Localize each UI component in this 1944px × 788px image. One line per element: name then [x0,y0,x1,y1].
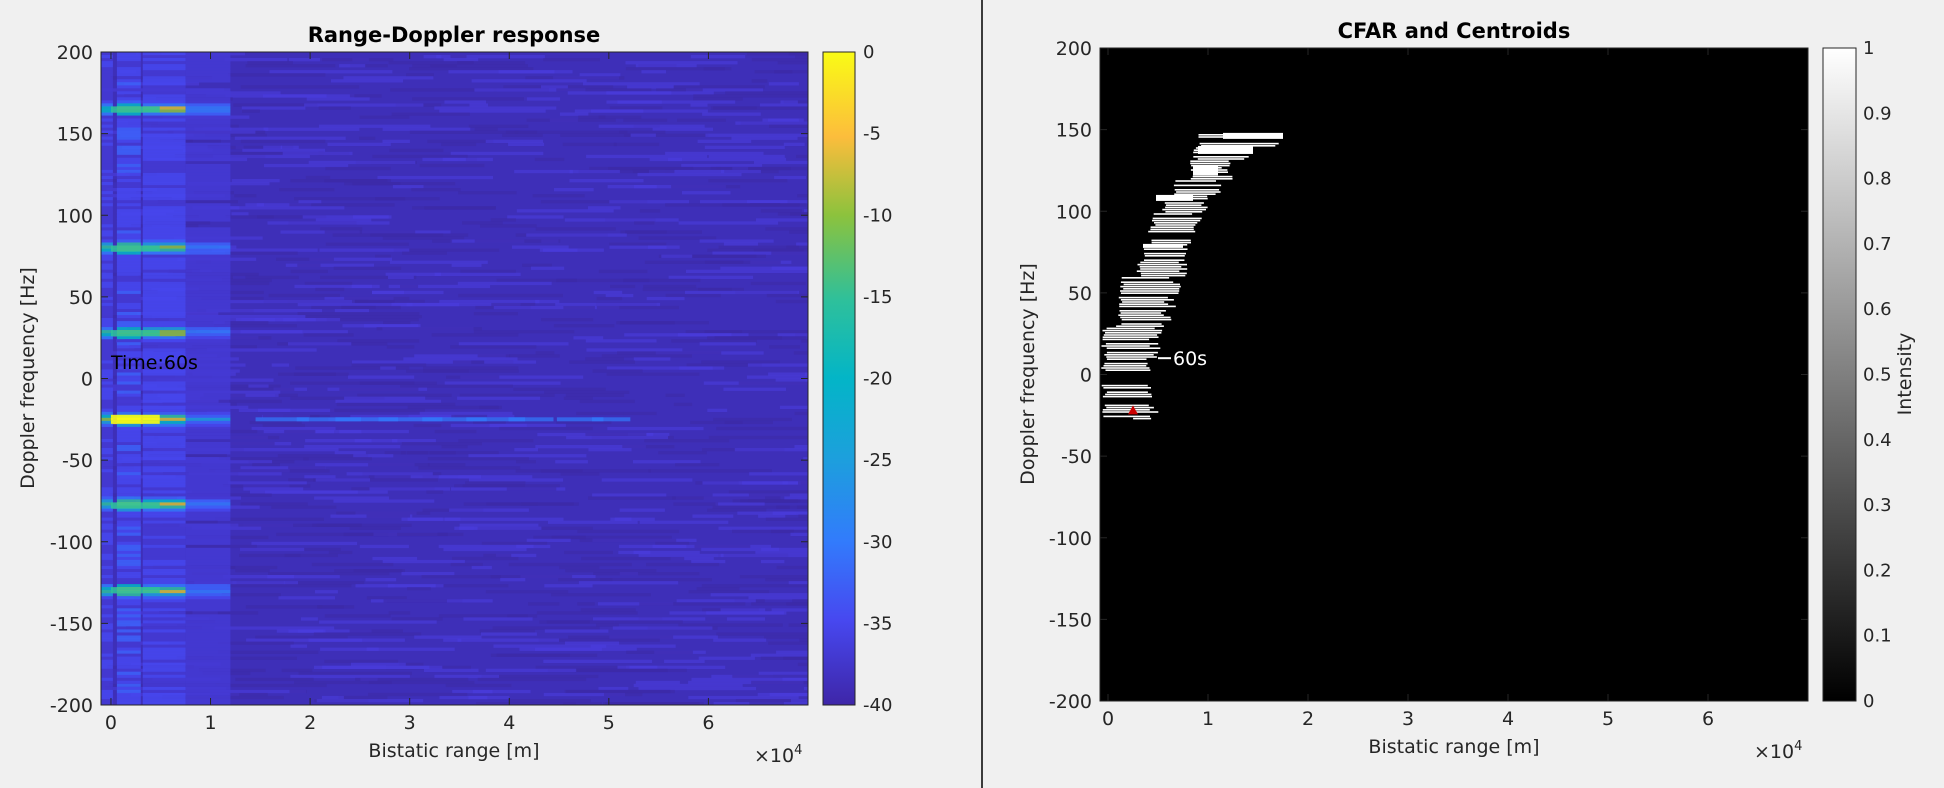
cfar-centroid-marker [1128,405,1138,415]
range-doppler-x-tick-label: 1 [204,712,216,734]
range-doppler-y-label: Doppler frequency [Hz] [17,267,39,489]
range-doppler-x-tick-label: 2 [304,712,316,734]
cfar-title: CFAR and Centroids [1338,19,1571,43]
figure-divider[interactable] [981,0,983,788]
cfar-x-tick-label: 5 [1602,708,1614,730]
cfar-colorbar-tick-label: 1 [1863,38,1874,59]
cfar-y-tick-label: -150 [1049,609,1092,631]
range-doppler-time-annotation: Time:60s [110,352,198,374]
cfar-y-tick-label: 100 [1056,201,1092,223]
cfar-y-tick-label: 200 [1056,38,1092,60]
range-doppler-colorbar-tick-label: 0 [863,42,874,63]
range-doppler-colorbar-tick-label: -30 [863,532,892,553]
range-doppler-colorbar-tick-label: -40 [863,695,892,716]
range-doppler-image [101,52,808,706]
range-doppler-colorbar-tick-label: -15 [863,287,892,308]
cfar-colorbar-tick-label: 0.2 [1863,560,1892,581]
cfar-colorbar-tick-label: 0.9 [1863,103,1892,124]
cfar-y-tick-label: -50 [1061,446,1092,468]
cfar-colorbar-tick-label: 0.4 [1863,430,1892,451]
cfar-colorbar-tick-label: 0.8 [1863,169,1892,190]
cfar-chart: 0 1 2 3 4 5 6 -200 -150 -100 -50 0 50 100 150 200 CFAR… [1017,19,1916,763]
cfar-y-tick-label: -100 [1049,528,1092,550]
cfar-colorbar-tick-label: 0.5 [1863,365,1892,386]
cfar-x-tick-label: 0 [1102,708,1114,730]
range-doppler-y-tick-label: -150 [50,613,93,635]
cfar-x-tick-label: 3 [1402,708,1414,730]
range-doppler-y-tick-label: -50 [62,450,93,472]
range-doppler-colorbar-tick-label: -35 [863,613,892,634]
range-doppler-y-tick-label: 200 [57,42,93,64]
cfar-colorbar-tick-label: 0 [1863,691,1874,712]
range-doppler-x-tick-label: 4 [503,712,515,734]
range-doppler-y-tick-label: -200 [50,695,93,717]
range-doppler-colorbar-tick-label: -25 [863,450,892,471]
cfar-detections [1101,132,1283,420]
range-doppler-y-tick-label: 150 [57,124,93,146]
range-doppler-y-tick-label: 50 [69,287,93,309]
range-doppler-x-tick-label: 0 [105,712,117,734]
cfar-x-label: Bistatic range [m] [1368,736,1539,758]
range-doppler-y-tick-label: 0 [81,369,93,391]
cfar-y-tick-label: 0 [1080,365,1092,387]
cfar-colorbar-tick-label: 0.6 [1863,299,1892,320]
cfar-y-label: Doppler frequency [Hz] [1017,263,1039,485]
cfar-colorbar-tick-label: 0.7 [1863,234,1892,255]
range-doppler-y-tick-label: -100 [50,532,93,554]
range-doppler-x-tick-label: 5 [603,712,615,734]
range-doppler-colorbar [822,51,856,706]
range-doppler-colorbar-tick-label: -20 [863,369,892,390]
cfar-x-tick-label: 2 [1302,708,1314,730]
cfar-y-tick-label: -200 [1049,691,1092,713]
cfar-y-tick-label: 50 [1068,283,1092,305]
range-doppler-x-tick-label: 3 [404,712,416,734]
cfar-y-tick-label: 150 [1056,120,1092,142]
range-doppler-x-exponent: ×104 [754,743,802,767]
range-doppler-x-tick-label: 6 [702,712,714,734]
cfar-x-tick-label: 4 [1502,708,1514,730]
cfar-colorbar [1822,47,1857,702]
cfar-colorbar-tick-label: 0.3 [1863,495,1892,516]
cfar-x-tick-label: 1 [1202,708,1214,730]
range-doppler-title: Range-Doppler response [308,23,601,47]
cfar-colorbar-label: Intensity [1894,333,1916,416]
cfar-colorbar-tick-label: 0.1 [1863,626,1892,647]
range-doppler-x-label: Bistatic range [m] [368,740,539,762]
cfar-x-exponent: ×104 [1754,739,1802,763]
cfar-time-annotation: 60s [1173,348,1207,370]
range-doppler-colorbar-tick-label: -10 [863,205,892,226]
range-doppler-y-tick-label: 100 [57,205,93,227]
range-doppler-colorbar-tick-label: -5 [863,124,881,145]
cfar-x-tick-label: 6 [1702,708,1714,730]
